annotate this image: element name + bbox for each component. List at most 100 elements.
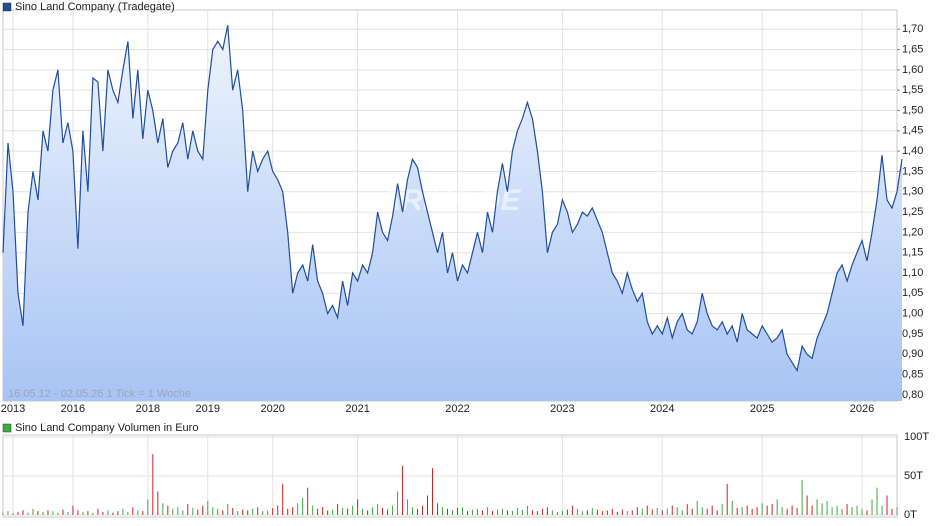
volume-bar <box>137 510 139 515</box>
volume-bar <box>192 507 194 515</box>
y-tick-label: 50T <box>904 470 923 482</box>
volume-bar <box>327 510 329 515</box>
volume-bar <box>317 508 319 515</box>
volume-bar <box>292 507 294 515</box>
volume-bar <box>666 508 668 515</box>
volume-bar <box>297 503 299 515</box>
volume-bar <box>357 499 359 515</box>
volume-bar <box>636 507 638 515</box>
volume-bar <box>591 507 593 515</box>
y-tick-label: 1,65 <box>902 43 923 55</box>
volume-bar <box>322 507 324 515</box>
volume-bar <box>7 511 9 515</box>
volume-bar <box>866 510 868 515</box>
volume-bar <box>601 511 603 515</box>
volume-bar <box>372 507 374 515</box>
chart-title: Sino Land Company Volumen in Euro <box>15 422 198 434</box>
y-tick-label: 1,25 <box>902 206 923 218</box>
volume-bar <box>531 510 533 515</box>
volume-bar <box>377 504 379 515</box>
y-tick-label: 0,95 <box>902 328 923 340</box>
volume-bar <box>836 505 838 515</box>
volume-bar <box>516 507 518 515</box>
volume-bar <box>626 511 628 515</box>
volume-bar <box>197 509 199 515</box>
volume-bar <box>651 509 653 515</box>
volume-bar <box>97 508 99 515</box>
volume-bar <box>172 508 174 515</box>
volume-bar <box>491 511 493 515</box>
volume-bar <box>87 511 89 515</box>
volume-bar <box>716 510 718 515</box>
volume-bar <box>551 510 553 515</box>
volume-bar <box>262 511 264 515</box>
volume-bar <box>182 510 184 515</box>
x-tick-label: 2019 <box>196 403 220 415</box>
volume-bar <box>526 505 528 515</box>
volume-bar <box>561 511 563 515</box>
volume-bar <box>656 507 658 515</box>
volume-bar <box>596 509 598 515</box>
volume-bar <box>751 508 753 515</box>
volume-bar <box>746 505 748 515</box>
volume-bar <box>896 507 898 515</box>
volume-bar <box>362 508 364 515</box>
volume-bar <box>466 511 468 515</box>
volume-bar <box>207 500 209 515</box>
volume-bar <box>307 487 309 515</box>
volume-bar <box>177 507 179 515</box>
volume-bar <box>806 495 808 515</box>
volume-bar <box>392 505 394 515</box>
x-tick-label: 2026 <box>850 403 874 415</box>
x-tick-label: 2022 <box>445 403 469 415</box>
volume-bar <box>277 505 279 515</box>
volume-bar <box>521 509 523 515</box>
volume-bar <box>471 509 473 515</box>
volume-bar <box>691 508 693 515</box>
volume-bar <box>417 508 419 515</box>
volume-bar <box>287 508 289 515</box>
volume-bar <box>117 511 119 515</box>
x-tick-label: 2025 <box>750 403 774 415</box>
volume-bar <box>407 499 409 515</box>
y-tick-label: 0T <box>904 509 917 521</box>
volume-bar <box>756 507 758 515</box>
volume-bar <box>47 510 49 515</box>
volume-bar <box>796 507 798 515</box>
volume-bar <box>616 511 618 515</box>
y-tick-label: 1,55 <box>902 84 923 96</box>
volume-bar <box>661 510 663 515</box>
volume-bar <box>217 508 219 515</box>
y-tick-label: 1,15 <box>902 247 923 259</box>
volume-bar <box>881 505 883 515</box>
legend-swatch <box>2 2 12 12</box>
volume-bar <box>447 508 449 515</box>
volume-bar <box>442 507 444 515</box>
volume-bar <box>352 505 354 515</box>
volume-bar <box>437 503 439 515</box>
volume-bar <box>222 510 224 515</box>
y-tick-label: 0,80 <box>902 389 923 401</box>
volume-bar <box>536 511 538 515</box>
volume-bar <box>387 509 389 515</box>
y-tick-label: 1,05 <box>902 287 923 299</box>
volume-bar <box>856 505 858 515</box>
volume-bar <box>67 511 69 515</box>
volume-bar <box>397 491 399 515</box>
volume-bar <box>861 508 863 515</box>
y-tick-label: 1,35 <box>902 165 923 177</box>
y-tick-label: 1,00 <box>902 308 923 320</box>
volume-bar <box>212 507 214 515</box>
price-line <box>2 25 903 373</box>
volume-bar <box>77 510 79 515</box>
volume-bar <box>501 508 503 515</box>
volume-bar <box>791 505 793 515</box>
volume-bar <box>686 504 688 515</box>
volume-bar <box>451 510 453 515</box>
volume-bar <box>571 505 573 515</box>
volume-bar <box>412 507 414 515</box>
volume-bar <box>771 504 773 515</box>
volume-bar <box>821 503 823 515</box>
volume-bar <box>402 465 404 515</box>
volume-bar <box>816 499 818 515</box>
